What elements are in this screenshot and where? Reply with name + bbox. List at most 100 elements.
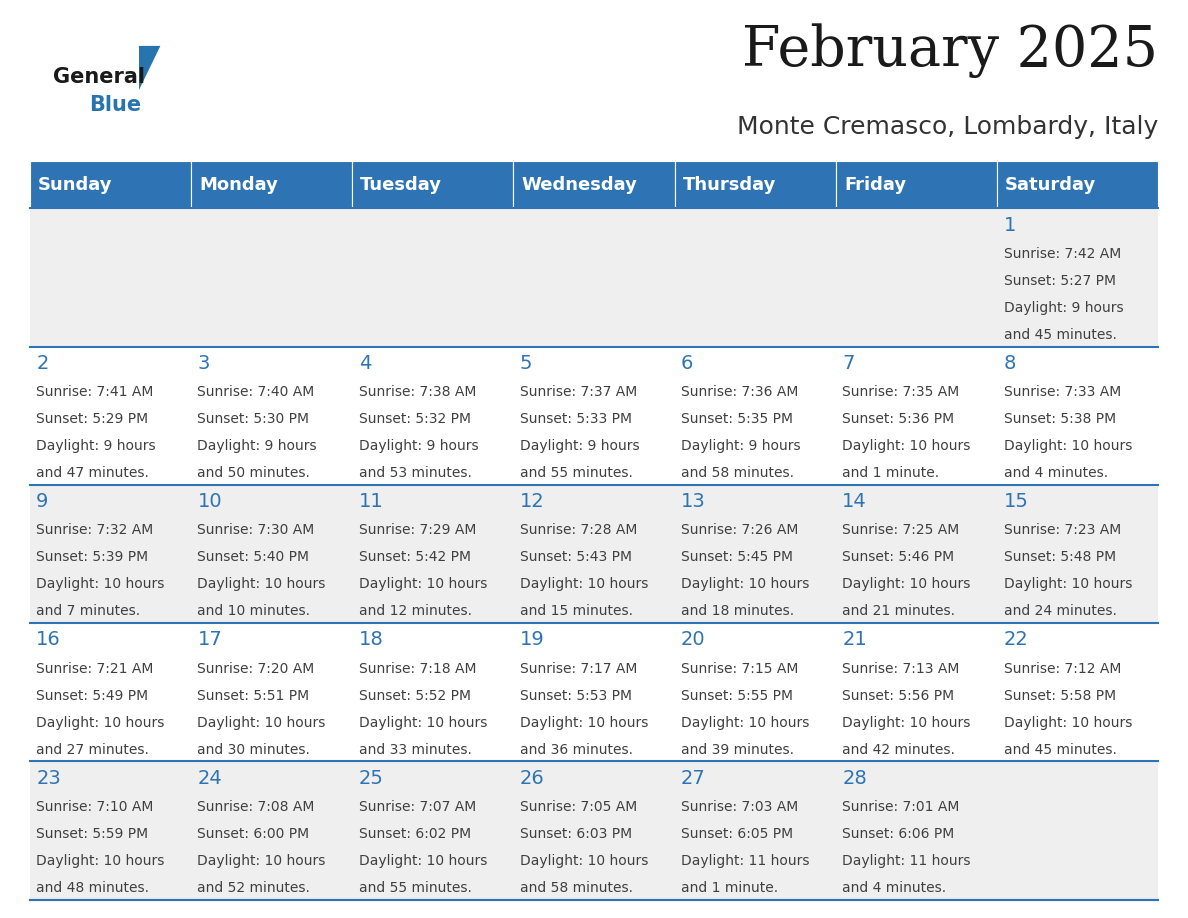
Bar [997, 761, 1158, 900]
Text: Thursday: Thursday [683, 175, 776, 194]
Text: 19: 19 [520, 631, 544, 649]
Text: and 58 minutes.: and 58 minutes. [681, 466, 794, 480]
Bar [836, 161, 997, 208]
Text: Sunrise: 7:41 AM: Sunrise: 7:41 AM [36, 386, 153, 399]
Text: Friday: Friday [843, 175, 906, 194]
Text: 26: 26 [520, 768, 544, 788]
Text: Sunday: Sunday [38, 175, 112, 194]
Text: Sunset: 5:32 PM: Sunset: 5:32 PM [359, 412, 470, 426]
Text: 3: 3 [197, 354, 210, 373]
Text: and 27 minutes.: and 27 minutes. [36, 743, 148, 756]
Text: and 33 minutes.: and 33 minutes. [359, 743, 472, 756]
Text: Sunset: 6:02 PM: Sunset: 6:02 PM [359, 827, 470, 841]
Text: Sunset: 5:45 PM: Sunset: 5:45 PM [681, 551, 794, 565]
Bar [675, 208, 836, 347]
Text: 11: 11 [359, 492, 384, 511]
Text: Sunrise: 7:18 AM: Sunrise: 7:18 AM [359, 662, 476, 676]
Text: and 39 minutes.: and 39 minutes. [681, 743, 794, 756]
Text: Blue: Blue [89, 95, 141, 115]
Text: Sunset: 5:43 PM: Sunset: 5:43 PM [520, 551, 632, 565]
Text: 25: 25 [359, 768, 384, 788]
Bar [997, 208, 1158, 347]
Text: Daylight: 10 hours: Daylight: 10 hours [197, 854, 326, 868]
Text: Daylight: 9 hours: Daylight: 9 hours [36, 439, 156, 453]
Text: Sunrise: 7:05 AM: Sunrise: 7:05 AM [520, 800, 637, 814]
Text: Daylight: 10 hours: Daylight: 10 hours [197, 577, 326, 591]
Text: Daylight: 10 hours: Daylight: 10 hours [359, 577, 487, 591]
Text: and 36 minutes.: and 36 minutes. [520, 743, 633, 756]
Text: Sunset: 5:48 PM: Sunset: 5:48 PM [1004, 551, 1116, 565]
Text: Sunset: 5:59 PM: Sunset: 5:59 PM [36, 827, 148, 841]
Text: Daylight: 10 hours: Daylight: 10 hours [197, 716, 326, 730]
Text: 27: 27 [681, 768, 706, 788]
Bar [191, 347, 352, 485]
Text: and 30 minutes.: and 30 minutes. [197, 743, 310, 756]
Text: and 4 minutes.: and 4 minutes. [842, 881, 947, 895]
Text: Daylight: 9 hours: Daylight: 9 hours [681, 439, 801, 453]
Text: and 52 minutes.: and 52 minutes. [197, 881, 310, 895]
Text: 21: 21 [842, 631, 867, 649]
Bar [836, 623, 997, 761]
Bar [836, 208, 997, 347]
Polygon shape [139, 46, 160, 90]
Text: Daylight: 10 hours: Daylight: 10 hours [36, 716, 164, 730]
Text: Daylight: 11 hours: Daylight: 11 hours [681, 854, 809, 868]
Text: Daylight: 10 hours: Daylight: 10 hours [36, 577, 164, 591]
Text: Sunset: 6:00 PM: Sunset: 6:00 PM [197, 827, 310, 841]
Bar [352, 161, 513, 208]
Text: 16: 16 [36, 631, 61, 649]
Text: Daylight: 10 hours: Daylight: 10 hours [681, 716, 809, 730]
Text: Sunset: 5:30 PM: Sunset: 5:30 PM [197, 412, 309, 426]
Text: Sunset: 5:46 PM: Sunset: 5:46 PM [842, 551, 954, 565]
Text: and 45 minutes.: and 45 minutes. [1004, 328, 1117, 341]
Text: Daylight: 10 hours: Daylight: 10 hours [1004, 439, 1132, 453]
Bar [191, 623, 352, 761]
Bar [836, 761, 997, 900]
Text: 20: 20 [681, 631, 706, 649]
Text: General: General [53, 67, 145, 87]
Text: and 53 minutes.: and 53 minutes. [359, 466, 472, 480]
Text: Sunset: 5:39 PM: Sunset: 5:39 PM [36, 551, 148, 565]
Text: Daylight: 9 hours: Daylight: 9 hours [197, 439, 317, 453]
Text: Sunrise: 7:36 AM: Sunrise: 7:36 AM [681, 386, 798, 399]
Text: 12: 12 [520, 492, 544, 511]
Text: Sunset: 5:55 PM: Sunset: 5:55 PM [681, 688, 794, 702]
Bar [513, 623, 675, 761]
Bar [675, 161, 836, 208]
Text: Sunset: 5:38 PM: Sunset: 5:38 PM [1004, 412, 1116, 426]
Bar [513, 161, 675, 208]
Text: Sunset: 5:56 PM: Sunset: 5:56 PM [842, 688, 954, 702]
Text: and 47 minutes.: and 47 minutes. [36, 466, 148, 480]
Text: Sunset: 6:05 PM: Sunset: 6:05 PM [681, 827, 794, 841]
Text: Sunrise: 7:40 AM: Sunrise: 7:40 AM [197, 386, 315, 399]
Text: 10: 10 [197, 492, 222, 511]
Text: and 48 minutes.: and 48 minutes. [36, 881, 150, 895]
Text: Sunrise: 7:30 AM: Sunrise: 7:30 AM [197, 523, 315, 537]
Text: and 4 minutes.: and 4 minutes. [1004, 466, 1107, 480]
Text: 7: 7 [842, 354, 854, 373]
Text: Sunrise: 7:23 AM: Sunrise: 7:23 AM [1004, 523, 1120, 537]
Text: and 58 minutes.: and 58 minutes. [520, 881, 633, 895]
Bar [513, 347, 675, 485]
Bar [30, 485, 191, 623]
Text: Tuesday: Tuesday [360, 175, 442, 194]
Text: Sunset: 5:29 PM: Sunset: 5:29 PM [36, 412, 148, 426]
Text: Daylight: 10 hours: Daylight: 10 hours [359, 716, 487, 730]
Text: 15: 15 [1004, 492, 1029, 511]
Text: Sunset: 5:51 PM: Sunset: 5:51 PM [197, 688, 310, 702]
Text: Wednesday: Wednesday [522, 175, 637, 194]
Text: Sunset: 5:40 PM: Sunset: 5:40 PM [197, 551, 309, 565]
Bar [352, 485, 513, 623]
Text: and 55 minutes.: and 55 minutes. [359, 881, 472, 895]
Bar [352, 623, 513, 761]
Bar [30, 347, 191, 485]
Text: Sunrise: 7:38 AM: Sunrise: 7:38 AM [359, 386, 476, 399]
Bar [675, 485, 836, 623]
Bar [30, 161, 191, 208]
Text: Daylight: 9 hours: Daylight: 9 hours [520, 439, 639, 453]
Text: and 24 minutes.: and 24 minutes. [1004, 604, 1117, 619]
Text: Daylight: 11 hours: Daylight: 11 hours [842, 854, 971, 868]
Bar [997, 485, 1158, 623]
Text: Sunrise: 7:20 AM: Sunrise: 7:20 AM [197, 662, 315, 676]
Bar [352, 208, 513, 347]
